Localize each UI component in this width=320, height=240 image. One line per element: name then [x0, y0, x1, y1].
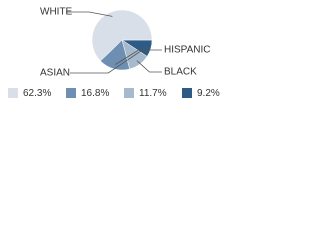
legend-label: 16.8% [81, 88, 109, 99]
chart: WHITE HISPANIC BLACK ASIAN 62.3% 16.8% 11.7% 9.… [8, 7, 220, 99]
legend-label: 11.7% [139, 88, 167, 99]
category-label: ASIAN [40, 68, 70, 79]
legend-swatch [182, 88, 192, 98]
leader-line [70, 46, 147, 74]
category-label: BLACK [164, 67, 197, 78]
legend-label: 9.2% [197, 88, 220, 99]
leader-line [66, 11, 113, 17]
leader-line [114, 49, 162, 65]
legend-label: 62.3% [23, 88, 51, 99]
category-label: WHITE [40, 7, 73, 18]
leader-line [136, 60, 162, 73]
pie-slice [91, 9, 153, 62]
legend-swatch [8, 88, 18, 98]
legend-swatch [124, 88, 134, 98]
category-label: HISPANIC [164, 45, 211, 56]
legend-swatch [66, 88, 76, 98]
